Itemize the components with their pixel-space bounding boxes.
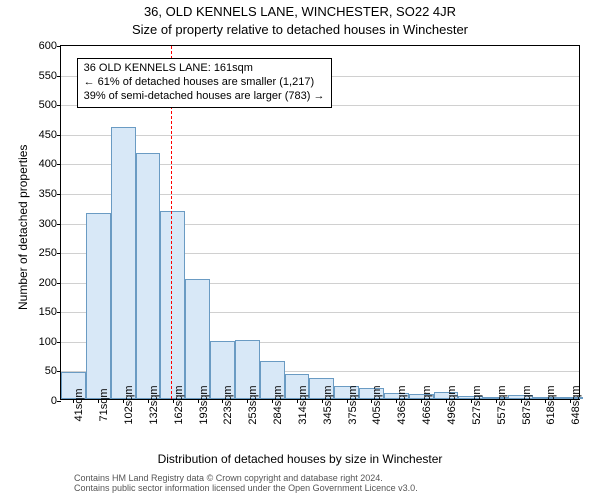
annotation-line: 36 OLD KENNELS LANE: 161sqm [84,62,325,76]
title-line-2: Size of property relative to detached ho… [0,22,600,37]
y-tick-label: 550 [39,70,57,82]
x-tick-label: 284sqm [272,385,284,424]
y-tick-mark [57,224,61,225]
histogram-bar [136,153,161,399]
footer-line-2: Contains public sector information licen… [74,483,600,493]
histogram-bar [185,279,210,399]
x-tick-mark [521,399,522,403]
title-line-1: 36, OLD KENNELS LANE, WINCHESTER, SO22 4… [0,4,600,19]
x-tick-label: 314sqm [297,385,309,424]
x-tick-mark [347,399,348,403]
x-tick-mark [446,399,447,403]
y-axis-label: Number of detached properties [16,145,30,310]
histogram-bar [86,213,111,399]
x-tick-label: 375sqm [347,385,359,424]
x-tick-label: 132sqm [148,385,160,424]
x-tick-mark [421,399,422,403]
x-tick-mark [73,399,74,403]
y-tick-label: 450 [39,129,57,141]
x-tick-label: 223sqm [222,385,234,424]
histogram-bar [160,211,185,399]
x-tick-label: 648sqm [570,385,582,424]
y-tick-mark [57,194,61,195]
y-tick-label: 400 [39,158,57,170]
x-tick-label: 193sqm [198,385,210,424]
x-tick-mark [148,399,149,403]
annotation-line: ← 61% of detached houses are smaller (1,… [84,76,325,90]
x-tick-mark [496,399,497,403]
y-tick-label: 600 [39,40,57,52]
y-tick-mark [57,105,61,106]
x-tick-label: 102sqm [123,385,135,424]
x-tick-label: 557sqm [496,385,508,424]
footer-line-1: Contains HM Land Registry data © Crown c… [74,473,600,483]
x-tick-mark [123,399,124,403]
y-tick-label: 350 [39,188,57,200]
x-tick-label: 405sqm [371,385,383,424]
x-tick-mark [272,399,273,403]
x-tick-label: 162sqm [173,385,185,424]
x-tick-label: 436sqm [396,385,408,424]
y-tick-mark [57,283,61,284]
x-tick-label: 41sqm [73,388,85,421]
y-tick-mark [57,253,61,254]
plot-area: 05010015020025030035040045050055060041sq… [60,45,580,400]
x-tick-mark [396,399,397,403]
annotation-box: 36 OLD KENNELS LANE: 161sqm← 61% of deta… [77,58,332,107]
y-tick-label: 300 [39,218,57,230]
x-tick-label: 71sqm [98,388,110,421]
y-tick-label: 200 [39,277,57,289]
x-tick-label: 253sqm [247,385,259,424]
x-tick-label: 496sqm [446,385,458,424]
chart-container: 36, OLD KENNELS LANE, WINCHESTER, SO22 4… [0,0,600,500]
y-tick-label: 500 [39,99,57,111]
footer: Contains HM Land Registry data © Crown c… [74,473,600,493]
y-tick-label: 50 [45,365,57,377]
x-tick-mark [222,399,223,403]
y-tick-mark [57,76,61,77]
gridline-h [61,135,579,136]
histogram-bar [111,127,136,399]
y-tick-mark [57,135,61,136]
x-tick-mark [98,399,99,403]
x-tick-mark [198,399,199,403]
y-tick-mark [57,342,61,343]
y-tick-mark [57,46,61,47]
x-tick-mark [247,399,248,403]
x-tick-label: 345sqm [322,385,334,424]
x-tick-mark [173,399,174,403]
x-tick-mark [371,399,372,403]
y-tick-label: 100 [39,336,57,348]
x-axis-label: Distribution of detached houses by size … [0,452,600,466]
x-tick-mark [471,399,472,403]
x-tick-label: 466sqm [421,385,433,424]
y-tick-label: 250 [39,247,57,259]
x-tick-label: 527sqm [471,385,483,424]
y-tick-label: 150 [39,306,57,318]
y-tick-mark [57,401,61,402]
x-tick-label: 587sqm [521,385,533,424]
y-tick-mark [57,164,61,165]
y-tick-mark [57,312,61,313]
x-tick-mark [545,399,546,403]
x-tick-mark [322,399,323,403]
x-tick-label: 618sqm [545,385,557,424]
x-tick-mark [297,399,298,403]
annotation-line: 39% of semi-detached houses are larger (… [84,90,325,104]
x-tick-mark [570,399,571,403]
